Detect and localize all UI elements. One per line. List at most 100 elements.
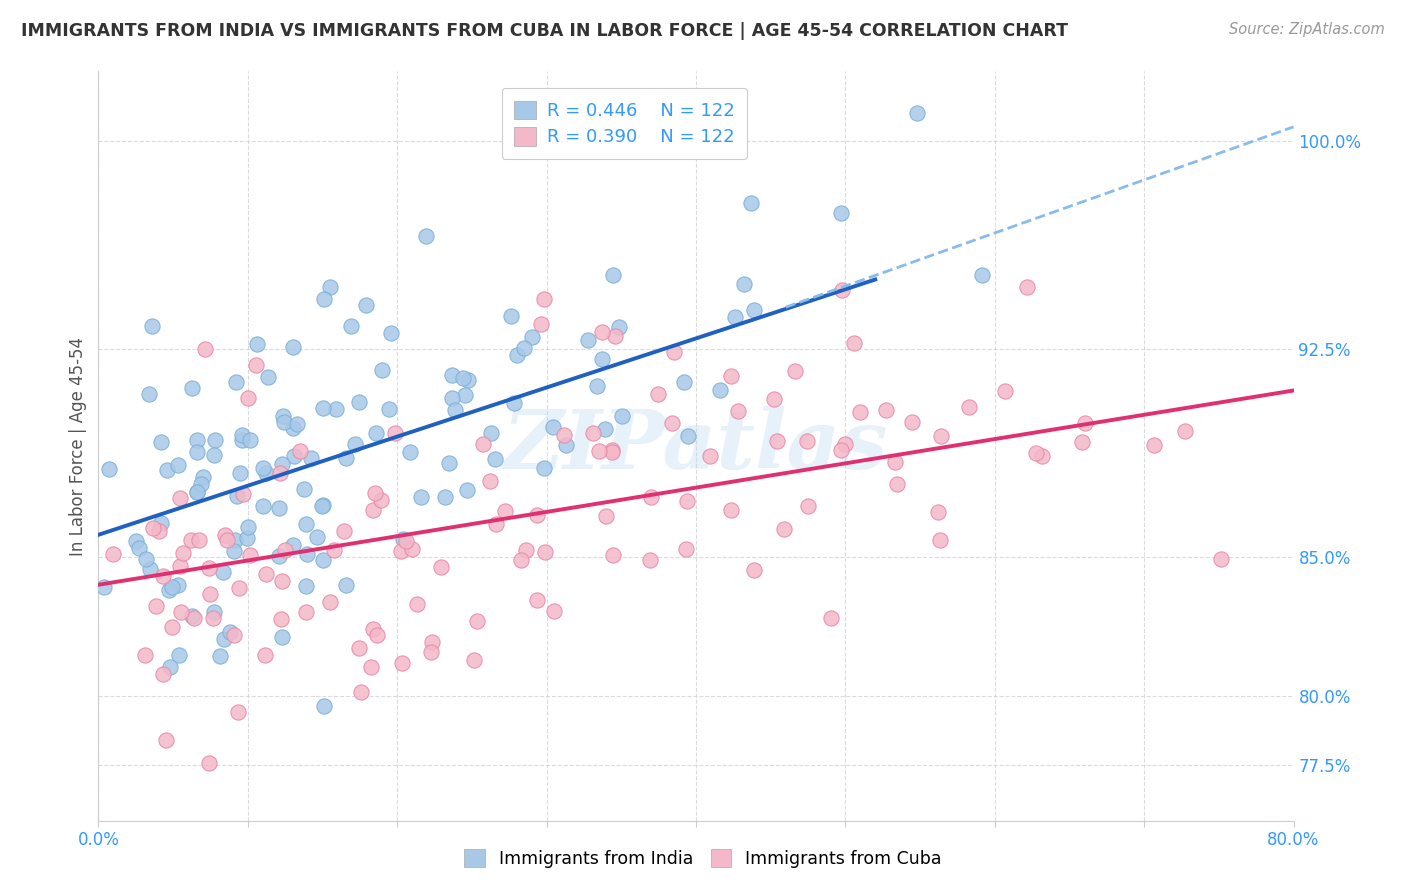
Point xyxy=(350,685,373,699)
Point xyxy=(363,486,385,500)
Point xyxy=(191,470,214,484)
Point xyxy=(169,559,191,574)
Point xyxy=(363,503,385,517)
Point xyxy=(202,448,225,462)
Point xyxy=(150,516,173,530)
Point xyxy=(281,538,304,552)
Point xyxy=(128,541,150,555)
Point xyxy=(236,391,259,405)
Point xyxy=(389,544,412,558)
Point xyxy=(335,450,357,465)
Point xyxy=(472,436,495,450)
Point xyxy=(198,756,221,771)
Point xyxy=(245,358,267,372)
Point xyxy=(297,547,319,561)
Point xyxy=(145,599,167,613)
Point xyxy=(180,608,202,623)
Point xyxy=(742,563,765,577)
Point xyxy=(270,612,292,626)
Point xyxy=(380,326,402,341)
Point xyxy=(228,581,250,595)
Point xyxy=(186,484,208,499)
Point xyxy=(526,508,548,523)
Point xyxy=(582,425,605,440)
Point xyxy=(456,483,478,497)
Point xyxy=(1174,424,1197,438)
Point xyxy=(640,490,662,504)
Point xyxy=(553,427,575,442)
Point xyxy=(252,460,274,475)
Point xyxy=(797,500,820,514)
Point xyxy=(1070,435,1092,450)
Point xyxy=(831,283,853,297)
Point xyxy=(420,644,443,658)
Point xyxy=(325,402,347,417)
Point xyxy=(437,456,460,470)
Point xyxy=(239,548,262,562)
Point xyxy=(591,325,613,339)
Point xyxy=(600,445,623,459)
Point xyxy=(366,628,388,642)
Point xyxy=(226,489,249,503)
Point xyxy=(401,541,423,556)
Point xyxy=(361,622,384,636)
Point xyxy=(783,364,806,378)
Point xyxy=(602,548,624,562)
Point xyxy=(647,386,669,401)
Text: ZIPatlas: ZIPatlas xyxy=(503,406,889,486)
Point xyxy=(927,505,949,519)
Point xyxy=(676,429,699,443)
Point xyxy=(181,381,204,395)
Point xyxy=(478,474,501,488)
Point xyxy=(454,388,477,402)
Point xyxy=(463,652,485,666)
Point xyxy=(762,392,785,407)
Point xyxy=(271,457,294,471)
Point xyxy=(526,593,548,607)
Point xyxy=(600,443,623,458)
Point xyxy=(766,434,789,448)
Point xyxy=(295,516,318,531)
Point xyxy=(1025,445,1047,459)
Legend: R = 0.446    N = 122, R = 0.390    N = 122: R = 0.446 N = 122, R = 0.390 N = 122 xyxy=(502,88,747,159)
Point xyxy=(155,732,177,747)
Point xyxy=(420,635,443,649)
Point xyxy=(662,345,685,359)
Point xyxy=(294,605,316,619)
Point xyxy=(957,401,980,415)
Point xyxy=(520,330,543,344)
Point xyxy=(440,391,463,405)
Point xyxy=(384,426,406,441)
Point xyxy=(609,320,631,334)
Point xyxy=(236,520,259,534)
Point xyxy=(312,699,335,714)
Point xyxy=(849,405,872,419)
Point xyxy=(202,610,225,624)
Point xyxy=(219,625,242,640)
Point xyxy=(162,620,184,634)
Text: Source: ZipAtlas.com: Source: ZipAtlas.com xyxy=(1229,22,1385,37)
Point xyxy=(311,401,333,416)
Point xyxy=(283,340,305,354)
Point xyxy=(465,614,488,628)
Point xyxy=(886,477,908,491)
Point xyxy=(169,648,191,662)
Point xyxy=(312,498,335,512)
Point xyxy=(212,632,235,647)
Legend: Immigrants from India, Immigrants from Cuba: Immigrants from India, Immigrants from C… xyxy=(456,840,950,876)
Point xyxy=(638,553,661,567)
Point xyxy=(229,466,252,480)
Point xyxy=(198,587,221,601)
Point xyxy=(156,463,179,477)
Point xyxy=(103,547,125,561)
Point xyxy=(430,560,453,574)
Point xyxy=(533,292,555,306)
Point xyxy=(226,705,249,719)
Point xyxy=(391,657,413,671)
Point xyxy=(900,416,922,430)
Point xyxy=(529,318,551,332)
Point xyxy=(699,449,721,463)
Point xyxy=(485,516,508,531)
Point xyxy=(515,543,537,558)
Point xyxy=(499,309,522,323)
